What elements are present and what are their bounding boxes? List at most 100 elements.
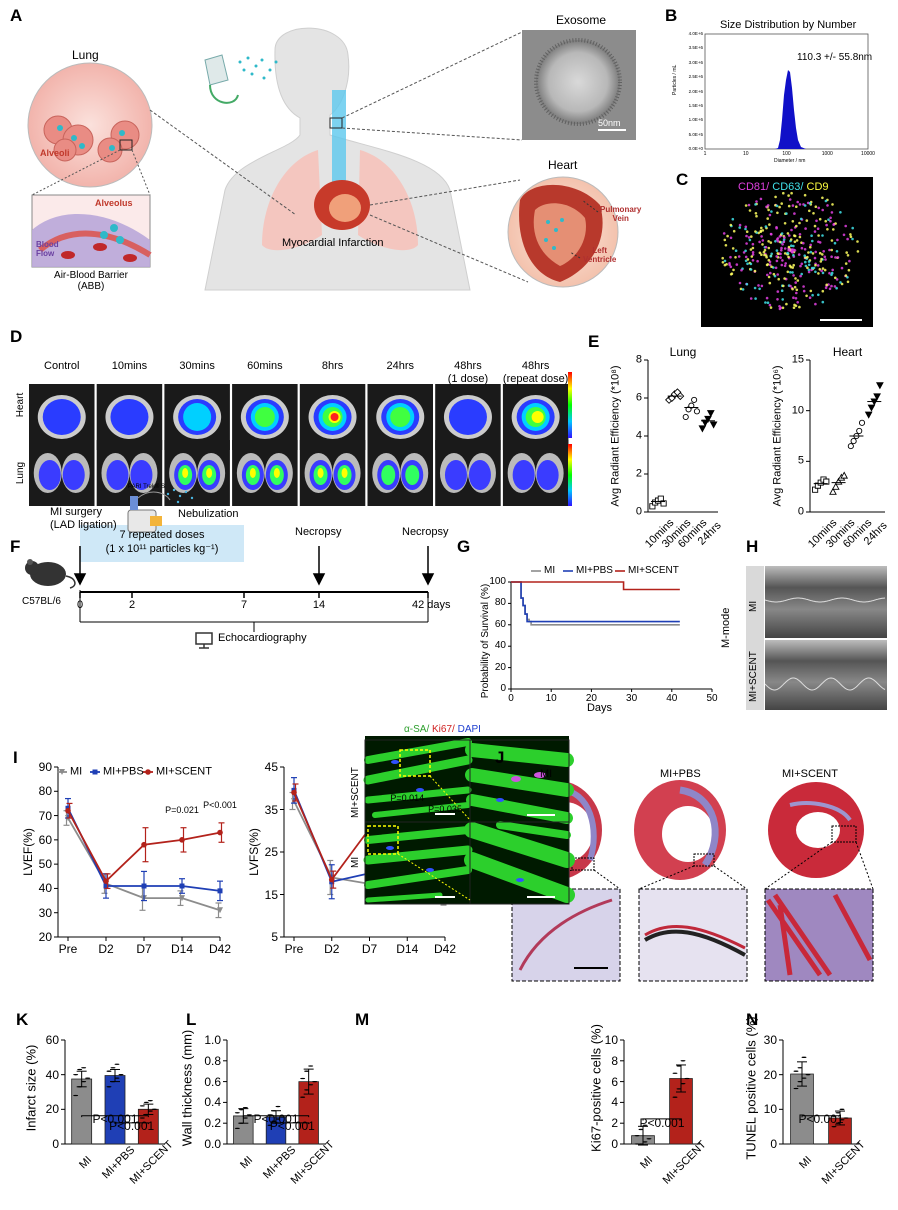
muscle-fiber bbox=[364, 738, 472, 764]
c-dot bbox=[829, 216, 832, 220]
c-dot bbox=[778, 205, 781, 209]
c-dot bbox=[821, 267, 825, 270]
panel-m-images bbox=[363, 736, 575, 905]
c-dot bbox=[744, 227, 747, 231]
panel-f bbox=[25, 488, 435, 649]
e-point bbox=[829, 487, 837, 495]
bar-point bbox=[234, 1112, 240, 1114]
dose-window-box bbox=[80, 525, 244, 562]
c-dot bbox=[834, 222, 837, 225]
i-legend-marker bbox=[145, 769, 151, 775]
c-dot bbox=[757, 284, 760, 287]
c-dot bbox=[836, 238, 839, 242]
i-xtick-label: D42 bbox=[433, 942, 457, 956]
p-value: P<0.001 bbox=[639, 1115, 685, 1130]
c-dot bbox=[792, 244, 795, 248]
muscle-fiber bbox=[363, 845, 473, 865]
h-mode-label: M-mode bbox=[720, 607, 732, 648]
c-dot bbox=[821, 289, 825, 293]
c-dot bbox=[794, 297, 798, 300]
c-dot bbox=[760, 284, 764, 288]
g-ytick-label: 60 bbox=[494, 618, 506, 630]
bar-ytick-label: 0 bbox=[52, 1137, 59, 1151]
c-dot bbox=[765, 205, 768, 209]
signal-right-yellow bbox=[273, 468, 280, 478]
c-dot bbox=[835, 286, 838, 290]
c-dot bbox=[744, 255, 748, 259]
c-dot bbox=[754, 230, 757, 233]
c-dot bbox=[770, 252, 773, 256]
c-dot bbox=[750, 255, 754, 258]
c-dot bbox=[851, 237, 854, 241]
d-row-label: Heart bbox=[15, 392, 26, 418]
muscle-fiber bbox=[364, 866, 472, 889]
b-xlabel: Diameter / nm bbox=[774, 158, 806, 164]
muscle-fiber bbox=[372, 802, 471, 818]
c-dot bbox=[731, 247, 735, 250]
muscle-fiber bbox=[363, 755, 473, 785]
c-dot bbox=[792, 253, 795, 257]
c-dot bbox=[796, 301, 799, 304]
muscle-fiber bbox=[464, 852, 575, 903]
bar-point bbox=[300, 1096, 306, 1098]
f-mi-surgery: MI surgery (LAD ligation) bbox=[50, 506, 117, 531]
c-dot bbox=[805, 219, 809, 222]
i-pvalue: P=0.021 bbox=[165, 804, 199, 815]
c-dot bbox=[732, 229, 736, 233]
c-dot bbox=[782, 284, 785, 288]
bar-ytick-label: 8 bbox=[611, 1053, 618, 1068]
d-col-label: 48hrs bbox=[521, 360, 550, 372]
d-row-label: Lung bbox=[15, 461, 26, 485]
bar-ytick-label: 10 bbox=[763, 1102, 777, 1117]
c-dot bbox=[721, 256, 724, 260]
c-dot bbox=[808, 202, 812, 205]
c-dot bbox=[798, 221, 801, 225]
signal-right-yellow bbox=[206, 468, 213, 478]
c-dot bbox=[793, 240, 797, 244]
c-dot bbox=[844, 224, 847, 228]
e-ylabel: Avg Radiant Efficiency (*10⁸) bbox=[609, 365, 622, 507]
c-dot bbox=[795, 224, 798, 228]
e-point bbox=[660, 500, 667, 507]
e-point bbox=[691, 396, 698, 403]
c-dot bbox=[791, 251, 794, 254]
c-dot bbox=[833, 241, 837, 245]
i-legend-label: MI+SCENT bbox=[156, 765, 212, 778]
c-dot bbox=[807, 251, 810, 254]
alveolus-label: Alveolus bbox=[95, 198, 133, 208]
pulmonary-vein-label: Pulmonary Vein bbox=[600, 205, 642, 223]
panel-e-lung-chart bbox=[644, 359, 718, 513]
c-dot bbox=[849, 235, 853, 238]
c-dot bbox=[779, 252, 782, 256]
c-dot bbox=[813, 230, 817, 233]
e-ytick-label: 2 bbox=[635, 467, 642, 480]
c-dot bbox=[734, 249, 738, 252]
panel-k-infarct-chart bbox=[61, 1040, 165, 1144]
c-dot bbox=[732, 268, 735, 272]
c-dot bbox=[764, 301, 767, 304]
i-pvalue: P<0.001 bbox=[203, 799, 237, 810]
bar-point bbox=[801, 1056, 807, 1058]
c-dot bbox=[729, 255, 732, 259]
c-dot bbox=[811, 293, 814, 297]
panel-label-a: A bbox=[10, 6, 23, 25]
c-dot bbox=[722, 232, 726, 235]
heart-inner bbox=[329, 194, 361, 222]
bar-ytick-label: 0 bbox=[611, 1137, 618, 1151]
c-dot bbox=[821, 234, 824, 237]
i-xtick-label: D2 bbox=[98, 942, 114, 956]
c-dot bbox=[809, 289, 813, 293]
c-dot bbox=[760, 226, 763, 230]
c-dot bbox=[842, 233, 846, 237]
e-point bbox=[682, 413, 689, 421]
bar-point bbox=[831, 1126, 837, 1128]
b-ytick: 3.0E+6 bbox=[688, 59, 703, 65]
c-dot bbox=[768, 213, 772, 217]
c-dot bbox=[723, 259, 727, 263]
c-dot bbox=[721, 261, 725, 264]
bar-point bbox=[684, 1077, 690, 1080]
c-dot bbox=[784, 262, 787, 265]
i-ytick-label: 35 bbox=[264, 802, 278, 817]
bar-point bbox=[267, 1114, 273, 1116]
c-dot bbox=[775, 226, 778, 229]
